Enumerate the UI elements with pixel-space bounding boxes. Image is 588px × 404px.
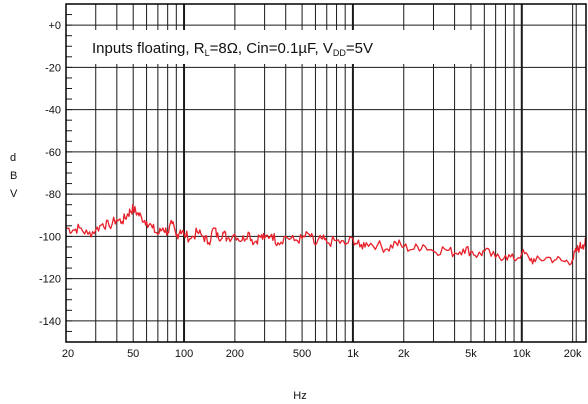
y-axis-label-letter-b: B [10,170,17,182]
chart-annotation: Inputs floating, RL=8Ω, Cin=0.1µF, VDD=5… [92,40,373,58]
series-line-group [65,204,587,266]
y-tick-label: -40 [45,105,61,117]
x-tick-label: 20 [62,348,74,360]
y-tick-label: -60 [45,147,61,159]
y-tick-label: +0 [48,20,61,32]
x-tick-label: 1k [347,348,359,360]
y-tick-label: -80 [45,189,61,201]
y-axis-label: d B V [10,152,18,200]
x-tick-label: 2k [398,348,410,360]
series-line [65,204,587,266]
x-tick-label: 200 [226,348,244,360]
x-tick-label: 50 [127,348,139,360]
y-tick-label: -20 [45,62,61,74]
x-tick-label: 100 [175,348,193,360]
annotation-group: Inputs floating, RL=8Ω, Cin=0.1µF, VDD=5… [80,30,478,64]
y-tick-label: -120 [39,274,61,286]
x-tick-labels: 20 50 100 200 500 1k 2k 5k 10k 20k [62,348,582,360]
x-tick-label: 5k [465,348,477,360]
y-axis-label-letter-v: V [10,188,18,200]
x-axis-label: Hz [293,390,306,402]
x-tick-label: 500 [293,348,311,360]
x-tick-label: 10k [513,348,531,360]
y-tick-labels: +0 -20 -40 -60 -80 -100 -120 -140 [39,20,61,328]
y-tick-label: -140 [39,316,61,328]
plot-frame [65,3,587,343]
x-tick-label: 20k [564,348,582,360]
annotation-background [80,30,478,64]
y-axis-label-letter-d: d [10,152,16,164]
y-tick-label: -100 [39,231,61,243]
